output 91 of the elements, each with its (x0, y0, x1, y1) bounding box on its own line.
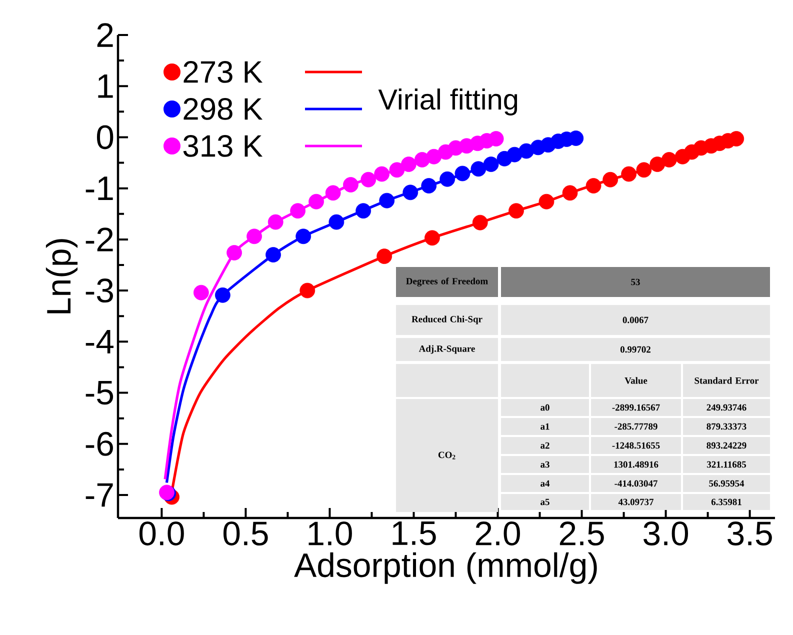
annotation: -1248.51655 (612, 442, 660, 449)
point (360, 172, 376, 188)
point (402, 184, 418, 200)
x-tick-label: 2.5 (560, 522, 604, 546)
point (636, 162, 652, 178)
annotation: 43.09737 (618, 498, 654, 506)
annotation: Virial fitting (378, 88, 518, 116)
y-tick-label: 0 (96, 125, 114, 150)
legend-label: 298 K (184, 98, 263, 120)
annotation: -414.03047 (614, 480, 658, 487)
point (246, 228, 262, 244)
x-tick-label: 3.5 (728, 522, 772, 546)
x-tick-label: 1.0 (308, 522, 352, 546)
legend-label: 273 K (184, 61, 263, 83)
annotation: Value (624, 377, 648, 384)
x-axis-title: Adsorption (mmol/g) (294, 552, 597, 584)
point (602, 172, 618, 188)
y-tick-label: -5 (86, 380, 114, 405)
x-tick-label: 1.5 (392, 522, 436, 546)
point (356, 203, 372, 219)
point (661, 152, 677, 168)
point (562, 185, 578, 201)
point (440, 171, 456, 187)
annotation: a2 (540, 442, 550, 449)
x-tick-label: 0.5 (223, 522, 268, 546)
point (424, 230, 440, 246)
point (488, 131, 504, 146)
point (214, 287, 230, 303)
y-tick-label: -2 (86, 228, 113, 252)
annotation: a1 (540, 423, 550, 430)
point (508, 203, 524, 219)
x-tick-label: 0.0 (139, 522, 184, 546)
point (376, 248, 392, 264)
point (266, 247, 281, 262)
point (621, 166, 637, 182)
annotation: 0.0067 (622, 316, 648, 324)
point (374, 166, 390, 182)
point (226, 245, 242, 260)
annotation: -285.77789 (614, 423, 658, 430)
point (193, 284, 209, 300)
annotation: CO$_{2}$ (438, 452, 456, 460)
annotation: a3 (540, 461, 550, 468)
point (586, 178, 602, 194)
annotation: -2899.16567 (612, 404, 660, 411)
annotation: 53 (631, 278, 640, 286)
annotation: 249.93746 (706, 404, 746, 411)
point (389, 162, 405, 178)
point (379, 192, 395, 208)
annotation: a0 (540, 404, 550, 411)
y-tick-label: -4 (86, 330, 114, 354)
annotation: a5 (540, 498, 550, 506)
x-tick-label: 2.0 (476, 522, 520, 546)
point (268, 214, 284, 230)
y-axis-title: Ln(p) (46, 239, 78, 314)
annotation: Degrees of Freedom (406, 278, 488, 286)
point (325, 185, 341, 201)
point (472, 214, 488, 230)
point (483, 156, 499, 172)
annotation: a4 (540, 480, 550, 487)
point (308, 194, 324, 210)
point (538, 194, 554, 210)
point (421, 178, 437, 194)
y-tick-label: 1 (98, 74, 113, 98)
annotation: 56.95954 (709, 480, 744, 487)
legend-label: 313 K (183, 135, 263, 157)
annotation: Reduced Chi-Sqr (412, 316, 482, 324)
point (343, 177, 358, 192)
point (290, 203, 306, 219)
point (300, 282, 316, 298)
annotation: Adj.R-Square (418, 345, 475, 354)
point (470, 161, 486, 177)
annotation: 879.33373 (706, 423, 746, 430)
annotation: 6.35981 (711, 498, 742, 506)
point (296, 228, 312, 244)
point (328, 214, 344, 230)
point (650, 156, 666, 172)
annotation: 0.99702 (620, 346, 650, 353)
point (400, 156, 416, 172)
annotation: Standard Error (694, 377, 759, 384)
point (728, 131, 744, 146)
y-tick-label: -6 (86, 432, 113, 456)
y-tick-label: -3 (86, 278, 113, 303)
point (454, 166, 470, 182)
annotation: 1301.48916 (614, 461, 658, 468)
annotation: 321.11685 (707, 461, 746, 468)
y-tick-label: 2 (97, 23, 113, 47)
x-tick-label: 3.0 (644, 522, 688, 546)
point (426, 148, 442, 164)
y-tick-label: -7 (86, 483, 113, 507)
y-tick-label: -1 (86, 176, 113, 200)
annotation: 893.24229 (706, 442, 746, 449)
